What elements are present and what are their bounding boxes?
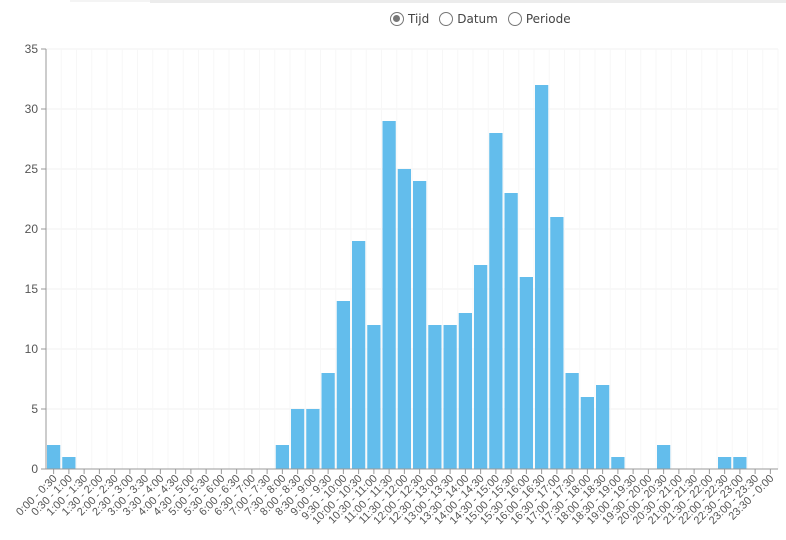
- bar: [306, 409, 320, 469]
- bar: [458, 313, 472, 469]
- time-filter-radio-group: Tijd Datum Periode: [390, 12, 571, 26]
- bar: [275, 445, 289, 469]
- bar: [580, 397, 594, 469]
- bar: [718, 457, 732, 469]
- radio-datum-label: Datum: [457, 12, 498, 26]
- radio-periode[interactable]: Periode: [507, 12, 571, 26]
- bar: [443, 325, 457, 469]
- bar: [611, 457, 625, 469]
- bar: [367, 325, 381, 469]
- bar: [596, 385, 610, 469]
- top-border: [0, 0, 786, 3]
- bar: [382, 121, 396, 469]
- top-border-left: [70, 0, 150, 2]
- bar: [47, 445, 61, 469]
- bar: [474, 265, 488, 469]
- radio-datum-circle[interactable]: [439, 12, 454, 26]
- y-tick-label: 25: [25, 162, 39, 176]
- bar: [657, 445, 671, 469]
- bar: [321, 373, 335, 469]
- bar: [428, 325, 442, 469]
- radio-periode-circle[interactable]: [507, 12, 522, 26]
- bar: [535, 85, 549, 469]
- bar: [519, 277, 533, 469]
- y-tick-label: 15: [25, 282, 39, 296]
- bar: [489, 133, 503, 469]
- y-tick-label: 10: [25, 342, 39, 356]
- bar: [413, 181, 427, 469]
- radio-datum[interactable]: Datum: [439, 12, 498, 26]
- bar: [291, 409, 305, 469]
- radio-tijd[interactable]: Tijd: [390, 12, 429, 26]
- bar: [504, 193, 518, 469]
- radio-tijd-circle[interactable]: [390, 12, 404, 26]
- y-tick-label: 35: [25, 42, 39, 56]
- bar: [397, 169, 411, 469]
- y-tick-label: 0: [31, 462, 38, 476]
- bar: [733, 457, 747, 469]
- bar: [336, 301, 350, 469]
- bar: [565, 373, 579, 469]
- bar: [62, 457, 76, 469]
- radio-tijd-label: Tijd: [408, 12, 430, 26]
- y-tick-label: 30: [25, 102, 39, 116]
- bar: [352, 241, 366, 469]
- y-tick-label: 5: [31, 402, 38, 416]
- top-border-right: [150, 0, 786, 3]
- bar: [550, 217, 564, 469]
- radio-periode-label: Periode: [525, 12, 571, 26]
- y-tick-label: 20: [25, 222, 39, 236]
